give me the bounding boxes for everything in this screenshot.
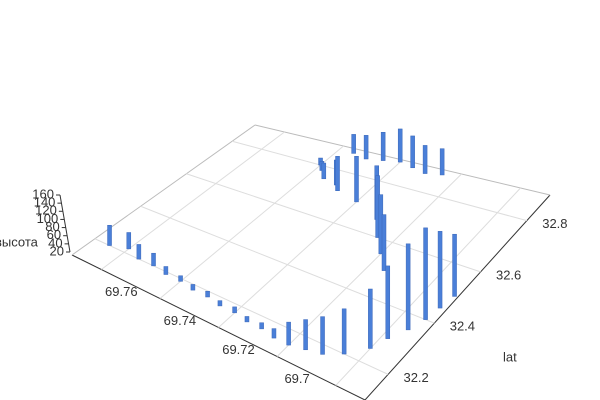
y-tick-label: 32.8 [542, 216, 567, 231]
grid-line [186, 173, 481, 273]
y-axis-title: lat [503, 349, 517, 364]
bar [320, 316, 325, 355]
z-tick-label: 80 [45, 219, 59, 234]
bar [286, 321, 291, 346]
bar [271, 328, 277, 339]
z-tick-label: 100 [37, 211, 59, 226]
grid-line [218, 159, 403, 328]
z-tick-label: 60 [47, 227, 61, 242]
z-tick-label: 40 [48, 235, 62, 250]
bar [303, 319, 308, 351]
bar [452, 233, 457, 297]
grid-line [140, 205, 435, 324]
bar [232, 306, 237, 314]
bar [381, 214, 387, 271]
bar [439, 148, 445, 176]
bar [107, 224, 112, 246]
bar [244, 316, 250, 323]
bar [422, 145, 428, 174]
bar [437, 231, 443, 309]
floor-edge [71, 124, 256, 256]
grid-line [94, 238, 389, 375]
grid-line [100, 131, 285, 270]
bar [351, 134, 356, 154]
bar [423, 227, 428, 320]
bar [178, 275, 183, 282]
bar [335, 156, 340, 191]
x-tick-label: 69.7 [284, 371, 309, 386]
bar [380, 132, 386, 161]
bar [205, 290, 210, 298]
y-tick-label: 32.2 [403, 370, 428, 385]
x-tick-label: 69.74 [164, 313, 197, 328]
bar [341, 308, 347, 355]
y-tick-label: 32.4 [450, 319, 475, 334]
bar [354, 156, 359, 203]
bar [190, 284, 196, 291]
z-tick-label: 160 [32, 186, 54, 201]
bar [363, 135, 369, 160]
grid-line [159, 145, 344, 299]
bar [368, 288, 373, 349]
bar [151, 252, 156, 267]
z-axis-line [59, 194, 71, 253]
bar [405, 243, 411, 331]
y-tick-label: 32.6 [496, 267, 521, 282]
bar [385, 265, 391, 339]
z-tick-label: 120 [35, 203, 57, 218]
z-tick-label: 20 [50, 243, 64, 258]
z-tick-label: 140 [34, 195, 56, 210]
bar [126, 232, 132, 250]
z-axis-title: высота [0, 234, 39, 249]
bar [410, 135, 415, 169]
bar [259, 322, 264, 330]
grid-line [335, 187, 521, 386]
x-tick-label: 69.72 [222, 342, 255, 357]
bar [136, 244, 142, 260]
bar [163, 266, 169, 275]
bar [397, 128, 403, 163]
x-tick-label: 69.76 [105, 284, 138, 299]
bar [321, 162, 327, 180]
bar [217, 300, 223, 307]
floor-edge [364, 194, 551, 400]
